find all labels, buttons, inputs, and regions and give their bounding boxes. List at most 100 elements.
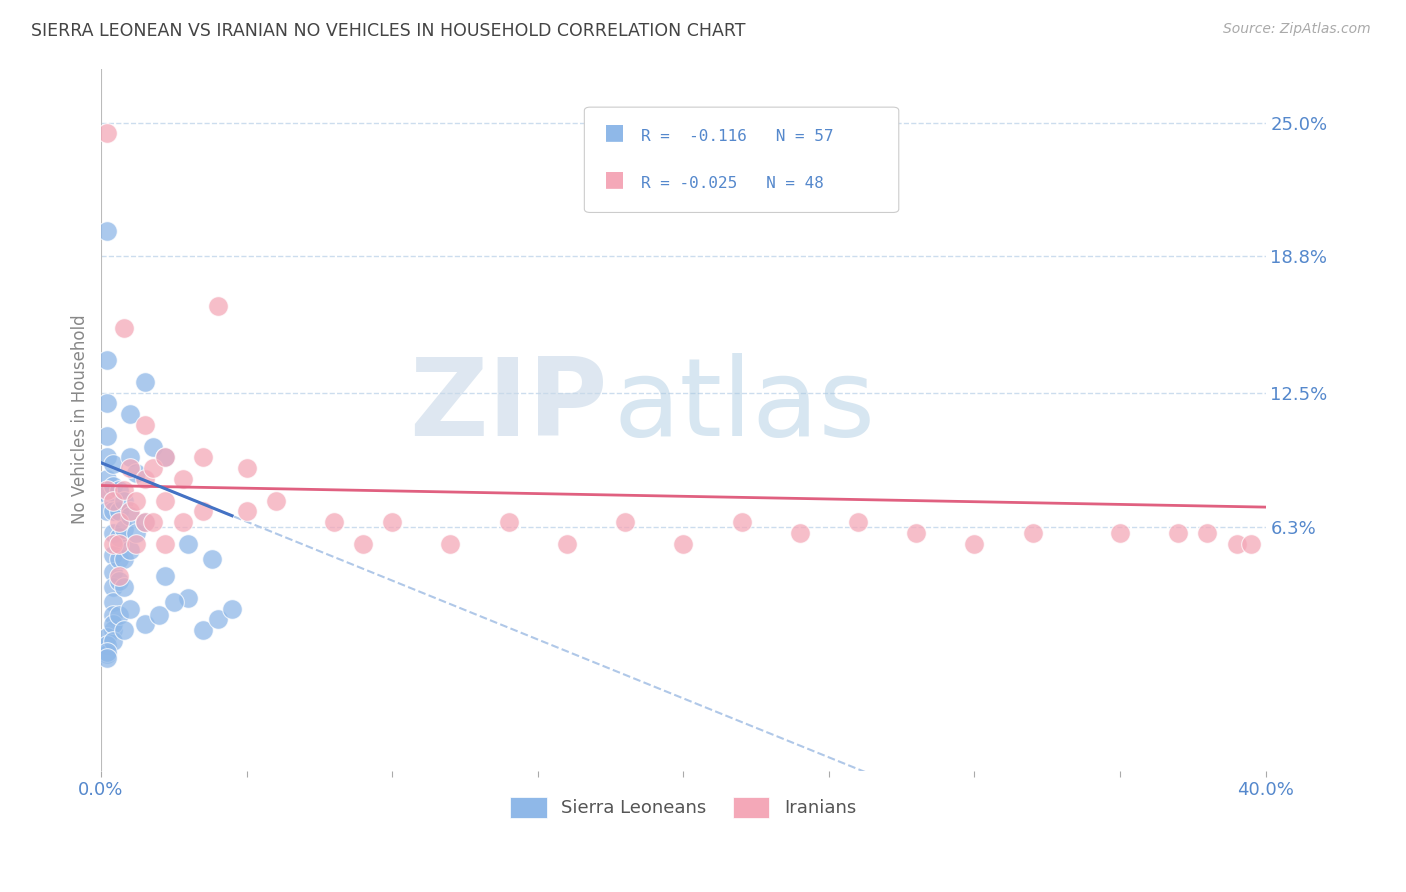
- Point: [789, 526, 811, 541]
- Point: [905, 526, 928, 541]
- Point: [134, 472, 156, 486]
- Point: [730, 515, 752, 529]
- Point: [163, 595, 186, 609]
- Point: [101, 595, 124, 609]
- Point: [120, 504, 142, 518]
- Point: [153, 450, 176, 465]
- Point: [112, 522, 135, 536]
- Point: [107, 552, 129, 566]
- Point: [96, 472, 118, 486]
- Point: [201, 552, 224, 566]
- Point: [153, 493, 176, 508]
- Point: [101, 526, 124, 541]
- Point: [96, 353, 118, 368]
- Point: [172, 515, 194, 529]
- Point: [134, 417, 156, 432]
- Point: [107, 483, 129, 497]
- Point: [134, 616, 156, 631]
- Point: [101, 548, 124, 562]
- Point: [96, 645, 118, 659]
- Point: [101, 457, 124, 471]
- Point: [381, 515, 404, 529]
- Point: [112, 483, 135, 497]
- Point: [142, 440, 165, 454]
- Point: [148, 608, 170, 623]
- Point: [323, 515, 346, 529]
- Point: [112, 493, 135, 508]
- FancyBboxPatch shape: [585, 107, 898, 212]
- Point: [120, 543, 142, 558]
- Point: [191, 504, 214, 518]
- Point: [125, 466, 148, 480]
- Text: SIERRA LEONEAN VS IRANIAN NO VEHICLES IN HOUSEHOLD CORRELATION CHART: SIERRA LEONEAN VS IRANIAN NO VEHICLES IN…: [31, 22, 745, 40]
- Y-axis label: No Vehicles in Household: No Vehicles in Household: [72, 315, 89, 524]
- Point: [101, 537, 124, 551]
- Point: [96, 483, 118, 497]
- Point: [101, 580, 124, 594]
- Point: [555, 537, 578, 551]
- Point: [439, 537, 461, 551]
- Point: [221, 601, 243, 615]
- Point: [846, 515, 869, 529]
- Point: [1167, 526, 1189, 541]
- Point: [112, 580, 135, 594]
- Point: [1240, 537, 1263, 551]
- Point: [125, 493, 148, 508]
- Point: [96, 396, 118, 410]
- Text: R = -0.025   N = 48: R = -0.025 N = 48: [641, 177, 824, 192]
- Point: [142, 515, 165, 529]
- Point: [172, 472, 194, 486]
- Point: [120, 407, 142, 421]
- Point: [142, 461, 165, 475]
- Point: [125, 526, 148, 541]
- Point: [207, 299, 229, 313]
- Point: [153, 569, 176, 583]
- Point: [101, 478, 124, 492]
- Point: [207, 612, 229, 626]
- Point: [120, 508, 142, 523]
- Point: [112, 624, 135, 638]
- Point: [153, 537, 176, 551]
- Point: [614, 515, 637, 529]
- Point: [96, 450, 118, 465]
- Text: atlas: atlas: [613, 352, 876, 458]
- Point: [96, 630, 118, 644]
- Point: [177, 537, 200, 551]
- Legend: Sierra Leoneans, Iranians: Sierra Leoneans, Iranians: [503, 789, 863, 825]
- Point: [107, 537, 129, 551]
- Point: [120, 450, 142, 465]
- Point: [101, 616, 124, 631]
- Point: [120, 461, 142, 475]
- Point: [96, 504, 118, 518]
- Text: Source: ZipAtlas.com: Source: ZipAtlas.com: [1223, 22, 1371, 37]
- Text: ■: ■: [605, 122, 626, 142]
- Point: [134, 375, 156, 389]
- Point: [96, 487, 118, 501]
- Point: [177, 591, 200, 605]
- Point: [1021, 526, 1043, 541]
- Point: [1225, 537, 1247, 551]
- Point: [672, 537, 695, 551]
- Point: [498, 515, 520, 529]
- Text: ZIP: ZIP: [409, 352, 607, 458]
- Point: [101, 504, 124, 518]
- Point: [134, 515, 156, 529]
- Point: [107, 608, 129, 623]
- Point: [96, 647, 118, 661]
- Text: R =  -0.116   N = 57: R = -0.116 N = 57: [641, 129, 834, 145]
- Point: [101, 608, 124, 623]
- Point: [107, 574, 129, 588]
- Point: [107, 569, 129, 583]
- Point: [235, 461, 257, 475]
- Point: [125, 537, 148, 551]
- Point: [112, 320, 135, 334]
- Point: [96, 223, 118, 237]
- Point: [120, 601, 142, 615]
- Point: [134, 515, 156, 529]
- Point: [107, 530, 129, 544]
- Point: [96, 429, 118, 443]
- Point: [96, 639, 118, 653]
- Point: [96, 651, 118, 665]
- Point: [352, 537, 374, 551]
- Point: [101, 624, 124, 638]
